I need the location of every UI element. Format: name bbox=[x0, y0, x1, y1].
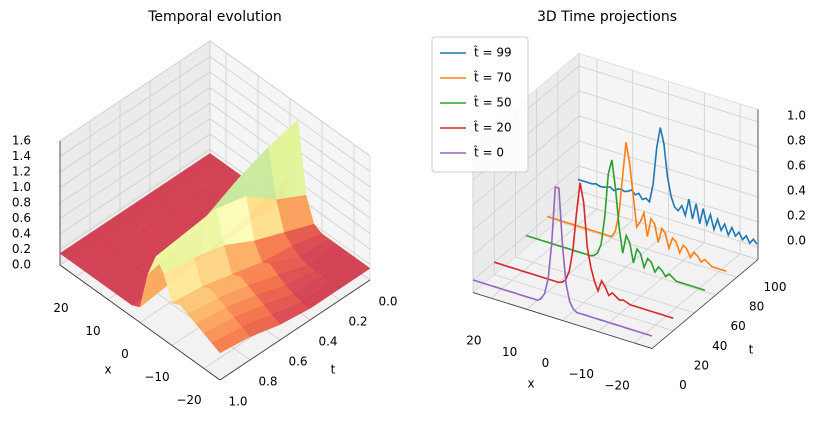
t-axis-label: t bbox=[749, 343, 754, 357]
x-axis bbox=[59, 264, 221, 381]
legend-label: t̂ = 70 bbox=[474, 70, 512, 84]
z-tick-label: 0.8 bbox=[787, 134, 806, 148]
t-tick-label: 80 bbox=[749, 300, 764, 314]
z-tick-label: 0.0 bbox=[12, 258, 31, 272]
t-tick-label: 0.4 bbox=[318, 335, 337, 349]
z-tick-label: 0.4 bbox=[787, 184, 806, 198]
grid-line bbox=[557, 71, 737, 278]
z-tick-label: 0.4 bbox=[12, 227, 31, 241]
t-axis bbox=[651, 259, 759, 349]
legend-label: t̂ = 0 bbox=[474, 145, 504, 159]
line bbox=[493, 182, 674, 319]
t-axis-label: t bbox=[331, 363, 336, 377]
grid-line bbox=[59, 87, 371, 203]
grid-line bbox=[59, 56, 371, 172]
x-tick-label: −20 bbox=[604, 378, 629, 392]
t-tick-label: 60 bbox=[731, 319, 746, 333]
z-tick-label: 1.6 bbox=[12, 134, 31, 148]
t-tick-label: 0.0 bbox=[378, 295, 397, 309]
surface-cell bbox=[211, 326, 251, 354]
z-tick-label: 0.0 bbox=[787, 234, 806, 248]
grid-line bbox=[578, 53, 759, 260]
x-tick-label: 0 bbox=[121, 347, 129, 361]
chart-title: 3D Time projections bbox=[537, 9, 677, 25]
grid-line bbox=[472, 140, 759, 231]
x-tick-label: −20 bbox=[176, 393, 201, 407]
z-tick-label: 1.0 bbox=[787, 109, 806, 123]
x-axis-label: x bbox=[527, 377, 534, 391]
z-tick-label: 0.6 bbox=[787, 159, 806, 173]
z-tick-label: 1.0 bbox=[12, 180, 31, 194]
grid-line bbox=[59, 102, 371, 219]
z-tick-label: 0.2 bbox=[12, 242, 31, 256]
x-tick-label: 10 bbox=[85, 324, 100, 338]
x-tick-label: 0 bbox=[542, 356, 550, 370]
z-tick-label: 0.6 bbox=[12, 211, 31, 225]
t-axis bbox=[219, 279, 371, 381]
t-tick-label: 0.2 bbox=[348, 315, 367, 329]
legend-label: t̂ = 20 bbox=[474, 120, 512, 134]
t-tick-label: 0 bbox=[679, 378, 687, 392]
legend-label: t̂ = 50 bbox=[474, 95, 512, 109]
x-axis-label: x bbox=[104, 363, 111, 377]
x-tick-label: −10 bbox=[144, 370, 169, 384]
z-tick-label: 0.8 bbox=[12, 196, 31, 210]
x-axis bbox=[472, 292, 653, 349]
grid-line bbox=[472, 115, 759, 206]
t-tick-label: 100 bbox=[764, 280, 787, 294]
x-tick-label: 10 bbox=[502, 345, 517, 359]
t-tick-label: 1.0 bbox=[228, 395, 247, 409]
legend-label: t̂ = 99 bbox=[474, 45, 512, 59]
grid-line bbox=[59, 133, 371, 250]
x-tick-label: −10 bbox=[569, 367, 594, 381]
t-tick-label: 20 bbox=[694, 358, 709, 372]
x-tick-label: 20 bbox=[466, 334, 481, 348]
grid-line bbox=[59, 40, 371, 157]
grid-line bbox=[59, 71, 371, 188]
panel: 20100−10−200.00.20.40.60.81.00.00.20.40.… bbox=[12, 9, 398, 409]
chart-title: Temporal evolution bbox=[147, 9, 282, 25]
legend-box bbox=[431, 36, 529, 173]
line bbox=[546, 142, 727, 272]
grid-line bbox=[59, 118, 371, 234]
t-tick-label: 0.8 bbox=[258, 375, 277, 389]
t-tick-label: 40 bbox=[712, 339, 727, 353]
x-tick-label: 20 bbox=[53, 301, 68, 315]
line bbox=[472, 185, 653, 337]
grid-line bbox=[493, 124, 674, 332]
z-tick-label: 1.2 bbox=[12, 165, 31, 179]
grid-line bbox=[472, 165, 759, 256]
t-tick-label: 0.6 bbox=[288, 355, 307, 369]
z-tick-label: 0.2 bbox=[787, 209, 806, 223]
grid-line bbox=[59, 149, 371, 265]
z-tick-label: 1.4 bbox=[12, 149, 31, 163]
line bbox=[525, 159, 706, 292]
